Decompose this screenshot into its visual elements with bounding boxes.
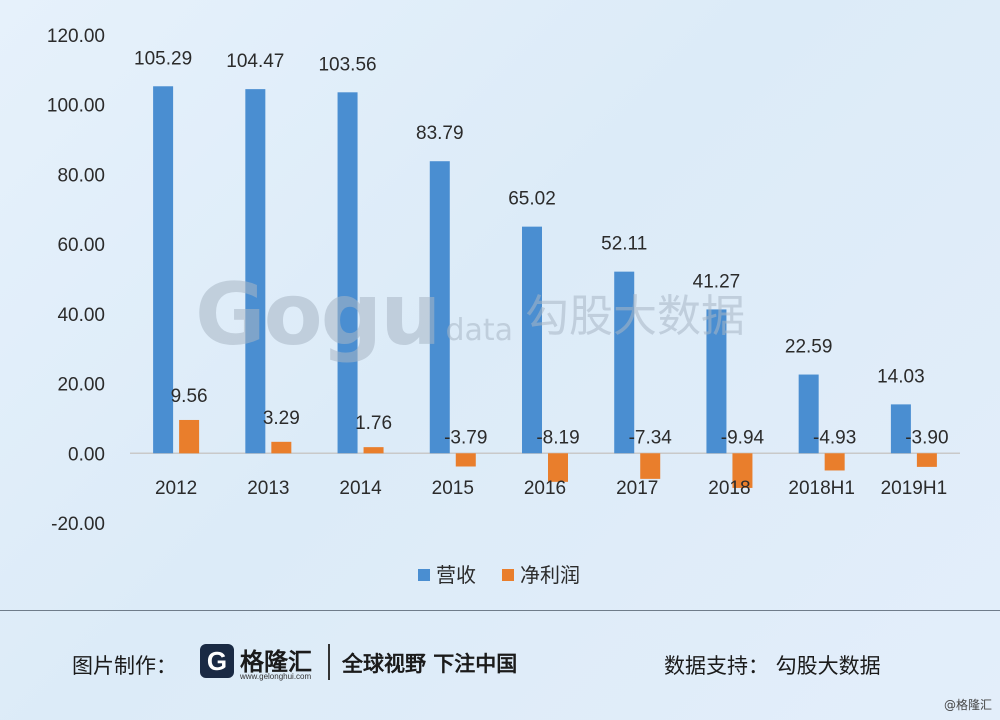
revenue-data-label: 41.27: [693, 271, 741, 292]
legend-revenue-label: 营收: [436, 563, 476, 587]
revenue-bar: [522, 226, 542, 454]
revenue-bar: [706, 309, 727, 454]
y-tick-label: 20.00: [57, 375, 105, 396]
revenue-bar: [153, 86, 174, 454]
revenue-bar: [429, 161, 450, 454]
footer: 图片制作： G 格隆汇 www.gelonghui.com 全球视野 下注中国 …: [0, 640, 1000, 690]
y-tick-label: 100.00: [47, 96, 105, 117]
net-profit-bar: [824, 453, 845, 471]
watermark-data: data: [445, 313, 514, 348]
y-tick-label: 60.00: [57, 235, 105, 256]
y-tick-label: 120.00: [47, 26, 105, 47]
x-tick-label: 2018H1: [788, 478, 855, 499]
gelonghui-logo-icon: G: [200, 644, 234, 678]
revenue-bar: [245, 89, 266, 454]
net-profit-data-label: -3.79: [444, 427, 487, 448]
revenue-data-label: 65.02: [508, 189, 556, 210]
watermark: Gogu data 勾股大数据: [195, 268, 745, 358]
net-profit-bar: [363, 447, 384, 454]
data-labels: 105.29 9.56 104.47 3.29 103.56 1.76 83.79 -3.79…: [134, 48, 948, 448]
x-tick-label: 2019H1: [881, 478, 948, 499]
y-tick-label: 40.00: [57, 305, 105, 326]
net-profit-data-label: -4.93: [813, 427, 856, 448]
y-tick-label: -20.00: [51, 514, 105, 535]
revenue-data-label: 103.56: [318, 54, 376, 75]
x-tick-label: 2012: [155, 478, 197, 499]
net-profit-bar: [548, 453, 568, 482]
revenue-data-label: 104.47: [226, 51, 284, 72]
revenue-bar: [798, 374, 819, 454]
legend-revenue-swatch: [418, 569, 430, 581]
net-profit-data-label: -7.34: [629, 427, 673, 448]
revenue-data-label: 52.11: [601, 234, 647, 255]
revenue-data-label: 14.03: [877, 366, 925, 387]
net-profit-data-label: -8.19: [536, 427, 579, 448]
x-tick-label: 2015: [432, 478, 474, 499]
footer-slogan: 全球视野 下注中国: [342, 652, 518, 676]
net-profit-bar: [455, 453, 476, 467]
footer-made-by-label: 图片制作：: [72, 654, 177, 678]
y-axis-ticks: 120.00 100.00 80.00 60.00 40.00 20.00 0.00 -20.…: [47, 26, 105, 535]
net-profit-data-label: -9.94: [721, 427, 765, 448]
footer-domain: www.gelonghui.com: [240, 672, 312, 681]
net-profit-data-label: 3.29: [263, 408, 300, 429]
x-tick-label: 2016: [524, 478, 566, 499]
revenue-bar: [614, 271, 635, 454]
revenue-data-label: 22.59: [785, 337, 833, 358]
net-profit-bar: [271, 441, 292, 454]
x-tick-label: 2017: [616, 478, 658, 499]
net-profit-bar: [916, 453, 937, 467]
x-tick-label: 2018: [708, 478, 750, 499]
net-profit-bar: [179, 419, 200, 454]
bars: [153, 86, 937, 488]
net-profit-bar: [640, 453, 661, 479]
credit-watermark: @格隆汇: [943, 698, 992, 712]
watermark-logo: Gogu: [195, 265, 441, 365]
legend-net-profit-label: 净利润: [520, 563, 580, 587]
net-profit-bar: [732, 453, 753, 488]
revenue-data-label: 83.79: [416, 123, 464, 144]
net-profit-data-label: -3.90: [905, 427, 948, 448]
watermark-name: 勾股大数据: [525, 291, 746, 342]
x-tick-label: 2014: [339, 478, 382, 499]
legend: 营收 净利润: [418, 563, 580, 587]
x-tick-label: 2013: [247, 478, 289, 499]
footer-separator: [328, 644, 330, 680]
legend-net-profit-swatch: [502, 569, 514, 581]
footer-data-source: 数据支持： 勾股大数据: [664, 654, 881, 678]
footer-divider: [0, 610, 1000, 611]
y-tick-label: 80.00: [57, 165, 105, 186]
revenue-data-label: 105.29: [134, 48, 192, 69]
revenue-bar: [337, 92, 358, 454]
net-profit-data-label: 9.56: [171, 386, 208, 407]
footer-brand: 格隆汇: [240, 648, 312, 676]
x-axis-ticks: 2012 2013 2014 2015 2016 2017 2018 2018H1 2019H1: [155, 478, 947, 499]
revenue-bar: [890, 404, 911, 454]
net-profit-data-label: 1.76: [355, 413, 392, 434]
bar-chart: 120.00 100.00 80.00 60.00 40.00 20.00 0.00 -20.…: [47, 26, 960, 587]
y-tick-label: 0.00: [68, 444, 105, 465]
